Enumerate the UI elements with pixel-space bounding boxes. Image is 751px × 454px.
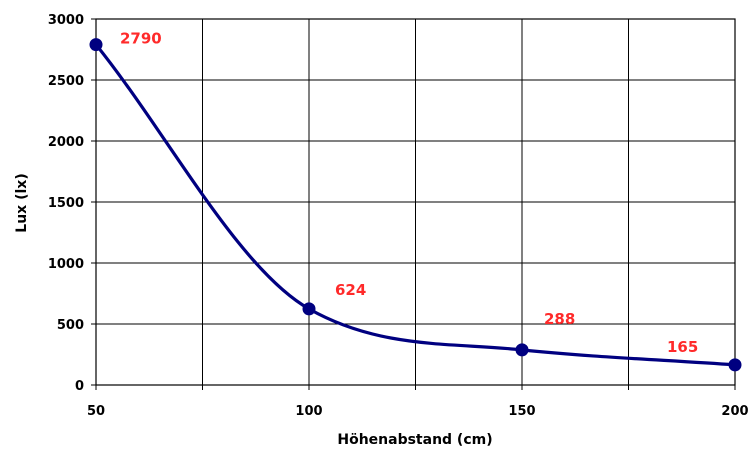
axes xyxy=(91,18,736,390)
x-tick-label: 150 xyxy=(508,404,535,419)
y-tick-label: 500 xyxy=(57,318,84,333)
x-tick-label: 200 xyxy=(721,404,748,419)
y-tick-label: 2500 xyxy=(48,74,84,89)
data-label: 165 xyxy=(667,338,698,356)
tick-labels: 0 500 1000 1500 2000 2500 3000 50 100 150 200 xyxy=(48,13,749,419)
series-line xyxy=(94,43,737,367)
data-point xyxy=(728,358,742,372)
x-tick-label: 50 xyxy=(87,404,105,419)
gridlines xyxy=(95,18,736,386)
y-tick-label: 1500 xyxy=(48,196,84,211)
y-tick-label: 2000 xyxy=(48,135,84,150)
data-labels: 2790 624 288 165 xyxy=(120,30,698,356)
y-tick-label: 1000 xyxy=(48,257,84,272)
x-axis-title: Höhenabstand (cm) xyxy=(337,432,492,448)
y-tick-label: 0 xyxy=(75,379,84,394)
x-tick-label: 100 xyxy=(295,404,322,419)
data-point xyxy=(302,302,316,316)
data-label: 2790 xyxy=(120,30,162,48)
y-axis-title: Lux (lx) xyxy=(14,173,30,232)
data-point xyxy=(515,343,529,357)
data-point xyxy=(89,38,103,52)
data-label: 288 xyxy=(544,310,575,328)
data-label: 624 xyxy=(335,281,366,299)
y-tick-label: 3000 xyxy=(48,13,84,28)
data-points xyxy=(89,38,742,372)
